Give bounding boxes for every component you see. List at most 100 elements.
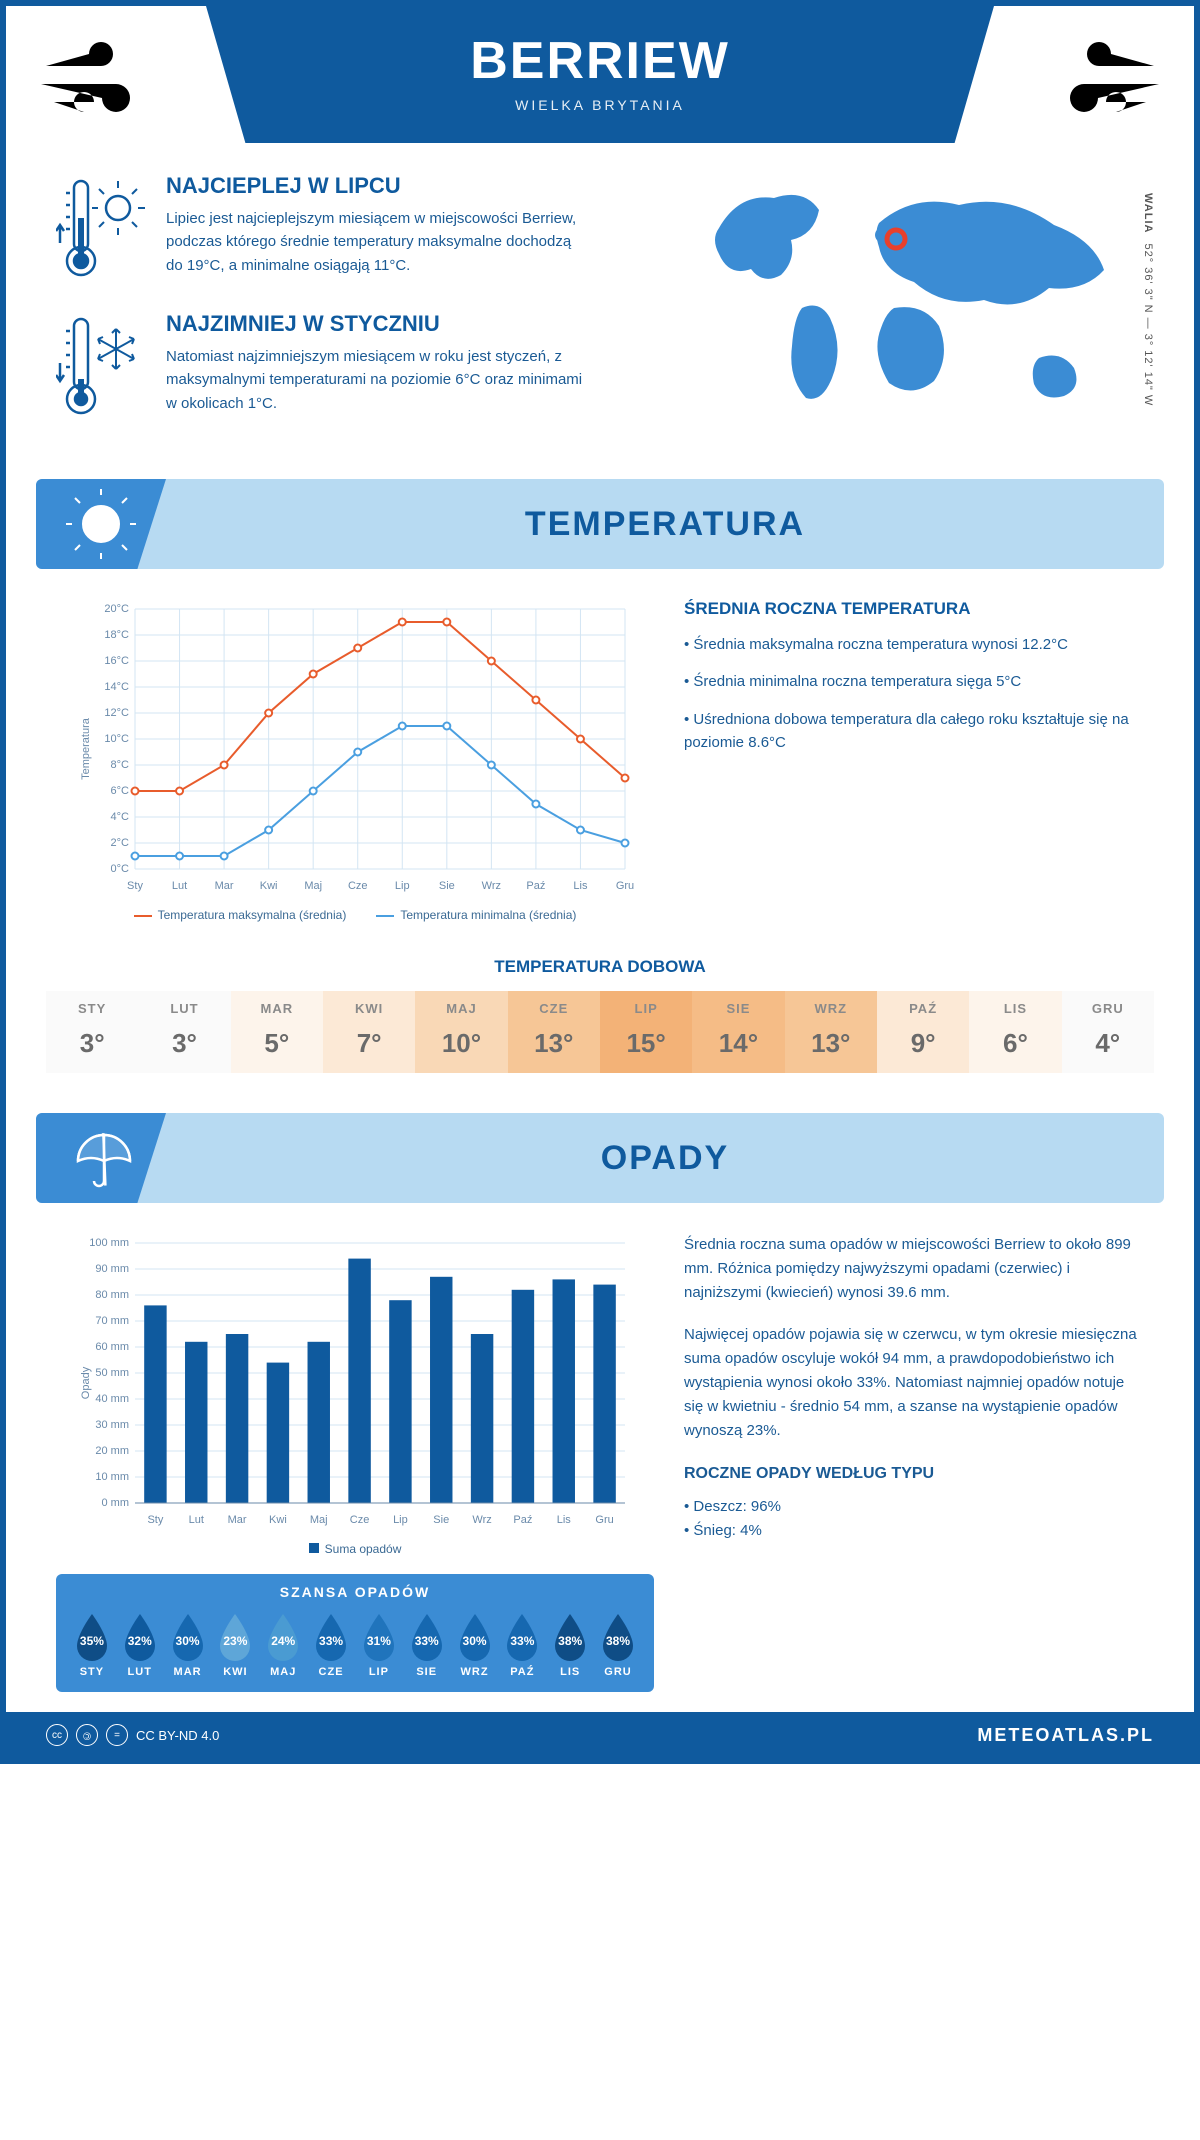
rain-chance-cell: 33% SIE xyxy=(403,1610,451,1678)
month-label: MAJ xyxy=(415,1001,507,1016)
month-label: CZE xyxy=(508,1001,600,1016)
svg-text:6°C: 6°C xyxy=(111,785,130,797)
svg-text:Kwi: Kwi xyxy=(269,1514,287,1526)
temp-value: 14° xyxy=(692,1028,784,1059)
svg-text:Mar: Mar xyxy=(215,880,234,892)
daily-temp-cell: WRZ 13° xyxy=(785,991,877,1073)
svg-text:18°C: 18°C xyxy=(104,629,129,641)
svg-text:16°C: 16°C xyxy=(104,655,129,667)
svg-text:Sty: Sty xyxy=(147,1514,163,1526)
temp-value: 13° xyxy=(508,1028,600,1059)
temp-value: 13° xyxy=(785,1028,877,1059)
daily-temp-cell: PAŹ 9° xyxy=(877,991,969,1073)
svg-text:10 mm: 10 mm xyxy=(95,1471,129,1483)
daily-temp-cell: KWI7° xyxy=(323,991,415,1073)
thermometer-snow-icon xyxy=(56,311,146,421)
title-banner: BERRIEW WIELKA BRYTANIA xyxy=(206,6,994,143)
month-label: LUT xyxy=(138,1001,230,1016)
footer: cc 🄯 = CC BY-ND 4.0 METEOATLAS.PL xyxy=(6,1712,1194,1758)
svg-text:14°C: 14°C xyxy=(104,681,129,693)
raindrop-icon: 30% xyxy=(454,1610,496,1662)
svg-text:Temperatura: Temperatura xyxy=(80,717,92,780)
temperature-heading: TEMPERATURA xyxy=(166,505,1164,544)
svg-text:20 mm: 20 mm xyxy=(95,1445,129,1457)
svg-text:0 mm: 0 mm xyxy=(102,1497,130,1509)
precipitation-bar-chart: 0 mm10 mm20 mm30 mm40 mm50 mm60 mm70 mm8… xyxy=(56,1233,654,1556)
svg-text:Lut: Lut xyxy=(189,1514,204,1526)
svg-text:Maj: Maj xyxy=(304,880,322,892)
precipitation-heading: OPADY xyxy=(166,1139,1164,1178)
month-label: LIP xyxy=(600,1001,692,1016)
svg-text:Lip: Lip xyxy=(395,880,410,892)
svg-text:Sie: Sie xyxy=(433,1514,449,1526)
rain-chance-cell: 30% WRZ xyxy=(451,1610,499,1678)
world-map-icon xyxy=(684,173,1124,433)
month-label: WRZ xyxy=(451,1666,499,1678)
precip-type-line: Śnieg: 4% xyxy=(684,1519,1144,1543)
daily-temp-cell: SIE14° xyxy=(692,991,784,1073)
svg-text:4°C: 4°C xyxy=(111,811,130,823)
svg-text:Maj: Maj xyxy=(310,1514,328,1526)
svg-text:Sty: Sty xyxy=(127,880,143,892)
daily-temp-row: STY3°LUT3°MAR5°KWI7°MAJ10°CZE13°LIP15°SI… xyxy=(46,991,1154,1073)
temp-value: 6° xyxy=(969,1028,1061,1059)
raindrop-icon: 31% xyxy=(358,1610,400,1662)
daily-temp-cell: LIS 6° xyxy=(969,991,1061,1073)
precip-legend: Suma opadów xyxy=(56,1542,654,1556)
month-label: STY xyxy=(68,1666,116,1678)
rain-chance-cell: 35% STY xyxy=(68,1610,116,1678)
temp-value: 4° xyxy=(1062,1028,1154,1059)
temp-value: 15° xyxy=(600,1028,692,1059)
svg-text:Paź: Paź xyxy=(513,1514,532,1526)
month-label: GRU xyxy=(594,1666,642,1678)
rain-chance-cell: 24% MAJ xyxy=(259,1610,307,1678)
raindrop-icon: 38% xyxy=(597,1610,639,1662)
rain-chance-cell: 38% LIS xyxy=(546,1610,594,1678)
month-label: STY xyxy=(46,1001,138,1016)
svg-text:Lip: Lip xyxy=(393,1514,408,1526)
svg-text:20°C: 20°C xyxy=(104,603,129,615)
raindrop-icon: 38% xyxy=(549,1610,591,1662)
by-icon: 🄯 xyxy=(76,1724,98,1746)
svg-text:Lis: Lis xyxy=(557,1514,572,1526)
cc-icon: cc xyxy=(46,1724,68,1746)
legend-min: Temperatura minimalna (średnia) xyxy=(376,908,576,922)
svg-text:100 mm: 100 mm xyxy=(89,1237,129,1249)
precip-text-2: Najwięcej opadów pojawia się w czerwcu, … xyxy=(684,1323,1144,1443)
temp-value: 5° xyxy=(231,1028,323,1059)
svg-text:Mar: Mar xyxy=(228,1514,247,1526)
svg-text:Gru: Gru xyxy=(595,1514,613,1526)
raindrop-icon: 33% xyxy=(501,1610,543,1662)
month-label: LIS xyxy=(969,1001,1061,1016)
month-label: LIS xyxy=(546,1666,594,1678)
svg-text:Sie: Sie xyxy=(439,880,455,892)
temp-bullet: Średnia minimalna roczna temperatura się… xyxy=(684,670,1144,693)
world-map-block: WALIA 52° 36' 3" N — 3° 12' 14" W xyxy=(663,173,1144,449)
svg-text:50 mm: 50 mm xyxy=(95,1367,129,1379)
coords-text: 52° 36' 3" N — 3° 12' 14" W xyxy=(1142,244,1154,407)
month-label: PAŹ xyxy=(877,1001,969,1016)
country-subtitle: WIELKA BRYTANIA xyxy=(206,97,994,113)
nd-icon: = xyxy=(106,1724,128,1746)
daily-temp-title: TEMPERATURA DOBOWA xyxy=(6,957,1194,977)
wind-swirl-icon xyxy=(36,36,176,126)
svg-text:Wrz: Wrz xyxy=(482,880,501,892)
daily-temp-cell: MAJ10° xyxy=(415,991,507,1073)
temp-value: 9° xyxy=(877,1028,969,1059)
sun-corner-icon xyxy=(36,479,166,569)
wind-icon-left xyxy=(6,6,206,126)
thermometer-sun-icon xyxy=(56,173,146,283)
svg-text:Lut: Lut xyxy=(172,880,187,892)
daily-temp-cell: CZE 13° xyxy=(508,991,600,1073)
svg-text:12°C: 12°C xyxy=(104,707,129,719)
rain-chance-box: SZANSA OPADÓW 35% STY 32% LUT 30% MAR 23… xyxy=(56,1574,654,1692)
temperature-banner: TEMPERATURA xyxy=(36,479,1164,569)
month-label: WRZ xyxy=(785,1001,877,1016)
temp-value: 3° xyxy=(46,1028,138,1059)
temperature-line-chart: 0°C2°C4°C6°C8°C10°C12°C14°C16°C18°C20°CS… xyxy=(56,599,654,922)
month-label: LIP xyxy=(355,1666,403,1678)
daily-temp-cell: MAR5° xyxy=(231,991,323,1073)
temp-bullet: Uśredniona dobowa temperatura dla całego… xyxy=(684,708,1144,755)
coldest-block: NAJZIMNIEJ W STYCZNIU Natomiast najzimni… xyxy=(56,311,633,421)
svg-text:10°C: 10°C xyxy=(104,733,129,745)
